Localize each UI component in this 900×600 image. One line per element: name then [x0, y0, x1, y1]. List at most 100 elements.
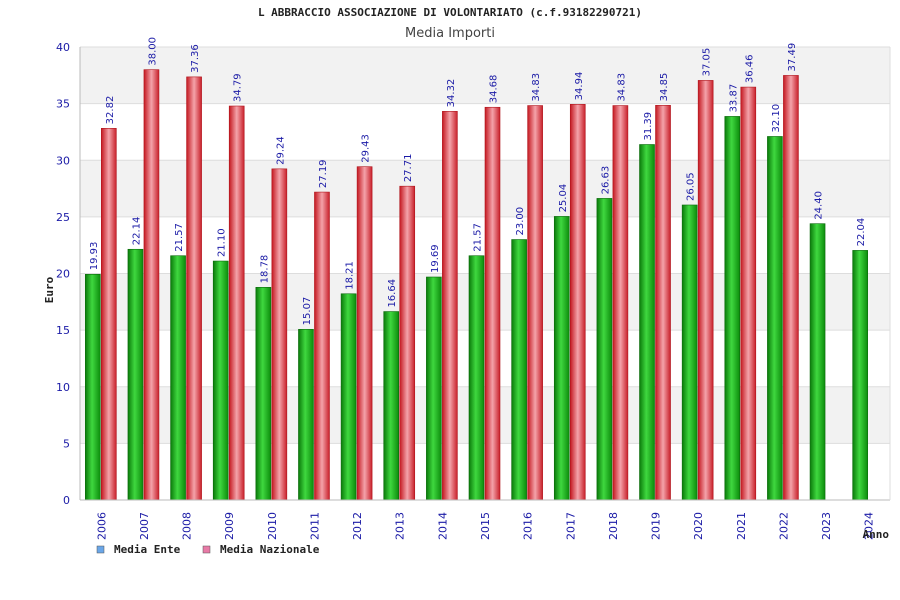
- data-label: 33.87: [728, 84, 739, 113]
- chart-subtitle: Media Importi: [405, 26, 495, 41]
- data-label: 22.14: [131, 217, 142, 246]
- data-label: 34.79: [233, 73, 244, 102]
- bar-media-nazionale-2008: [186, 76, 202, 501]
- x-tick-label: 2013: [394, 512, 407, 540]
- bar-media-ente-2006: [85, 273, 101, 501]
- bar-media-nazionale-2009: [228, 105, 245, 501]
- data-label: 38.00: [147, 37, 158, 66]
- data-label: 26.05: [686, 172, 697, 201]
- data-label: 19.69: [430, 244, 441, 273]
- bar-media-nazionale-2017: [569, 104, 586, 501]
- data-label: 34.32: [446, 79, 457, 108]
- bar-media-nazionale-2018: [612, 105, 629, 501]
- data-label: 23.00: [515, 207, 526, 236]
- x-tick-label: 2009: [223, 512, 236, 540]
- data-label: 29.43: [361, 134, 372, 163]
- data-label: 24.40: [814, 191, 825, 220]
- data-label: 37.49: [787, 43, 798, 72]
- data-label: 32.10: [771, 104, 782, 133]
- chart-title: L ABBRACCIO ASSOCIAZIONE DI VOLONTARIATO…: [257, 6, 643, 19]
- x-axis-title: Anno: [863, 528, 890, 541]
- bar-media-ente-2014: [426, 276, 442, 501]
- x-tick-label: 2007: [138, 512, 151, 540]
- x-tick-label: 2006: [95, 512, 108, 540]
- x-tick-label: 2019: [650, 512, 663, 540]
- bar-media-ente-2020: [681, 204, 698, 501]
- bar-media-nazionale-2013: [399, 185, 416, 501]
- x-tick-label: 2023: [820, 512, 833, 540]
- data-label: 37.05: [702, 48, 713, 77]
- bar-media-ente-2018: [596, 198, 613, 501]
- x-tick-label: 2012: [351, 512, 364, 540]
- y-tick-label: 10: [56, 381, 70, 394]
- bar-media-ente-2011: [298, 329, 314, 501]
- x-tick-label: 2016: [522, 512, 535, 540]
- y-tick-label: 0: [63, 494, 70, 507]
- bar-media-ente-2019: [639, 144, 655, 501]
- bar-media-ente-2012: [340, 293, 357, 501]
- y-tick-label: 5: [63, 437, 70, 450]
- bar-media-nazionale-2014: [442, 111, 458, 501]
- legend-swatch: [96, 545, 105, 554]
- y-tick-label: 15: [56, 324, 70, 337]
- data-label: 22.04: [856, 218, 867, 247]
- data-label: 19.93: [89, 242, 100, 271]
- data-label: 21.57: [473, 223, 484, 252]
- data-label: 31.39: [643, 112, 654, 141]
- bar-media-ente-2013: [383, 311, 400, 501]
- data-label: 37.36: [190, 44, 201, 73]
- data-label: 16.64: [387, 279, 398, 308]
- data-label: 27.71: [403, 154, 414, 183]
- bar-media-ente-2024: [852, 250, 868, 501]
- data-label: 25.04: [558, 184, 569, 213]
- bar-media-nazionale-2011: [314, 191, 330, 501]
- bar-media-ente-2009: [212, 260, 229, 501]
- x-tick-label: 2021: [735, 512, 748, 540]
- x-tick-label: 2017: [564, 512, 577, 540]
- data-label: 26.63: [600, 166, 611, 195]
- y-tick-label: 40: [56, 41, 70, 54]
- data-label: 27.19: [318, 159, 329, 188]
- bar-media-nazionale-2022: [783, 75, 799, 501]
- data-label: 18.78: [259, 255, 270, 284]
- bar-media-ente-2022: [767, 136, 783, 501]
- y-tick-label: 30: [56, 154, 70, 167]
- y-tick-label: 35: [56, 98, 70, 111]
- y-tick-label: 25: [56, 211, 70, 224]
- data-label: 18.21: [345, 261, 356, 290]
- x-tick-label: 2022: [777, 512, 790, 540]
- data-label: 32.82: [105, 96, 116, 125]
- x-tick-label: 2010: [266, 512, 279, 540]
- bar-media-ente-2017: [553, 216, 570, 501]
- bar-media-ente-2016: [511, 239, 527, 501]
- data-label: 15.07: [302, 297, 313, 326]
- bar-media-nazionale-2012: [356, 166, 373, 501]
- bar-media-nazionale-2021: [740, 86, 757, 501]
- data-label: 21.57: [174, 223, 185, 252]
- bar-media-ente-2007: [127, 248, 144, 501]
- bar-media-nazionale-2007: [143, 69, 160, 501]
- bar-media-ente-2015: [468, 255, 485, 501]
- bar-media-nazionale-2006: [101, 128, 117, 501]
- data-label: 34.83: [616, 73, 627, 102]
- y-tick-label: 20: [56, 268, 70, 281]
- x-tick-label: 2015: [479, 512, 492, 540]
- data-label: 34.94: [574, 72, 585, 101]
- data-label: 21.10: [217, 228, 228, 257]
- x-tick-label: 2018: [607, 512, 620, 540]
- bar-media-nazionale-2019: [655, 105, 671, 501]
- legend-label: Media Nazionale: [220, 543, 320, 556]
- x-tick-label: 2024: [863, 512, 876, 540]
- y-axis-title: Euro: [43, 276, 56, 303]
- bar-media-nazionale-2015: [484, 106, 501, 501]
- bar-media-ente-2008: [170, 255, 186, 501]
- bar-media-ente-2010: [255, 287, 272, 501]
- legend-swatch: [202, 545, 211, 554]
- bar-media-ente-2021: [724, 116, 741, 501]
- legend-label: Media Ente: [114, 543, 181, 556]
- data-label: 34.85: [659, 73, 670, 102]
- data-label: 29.24: [275, 136, 286, 165]
- bar-media-ente-2023: [809, 223, 826, 501]
- x-tick-label: 2011: [308, 512, 321, 540]
